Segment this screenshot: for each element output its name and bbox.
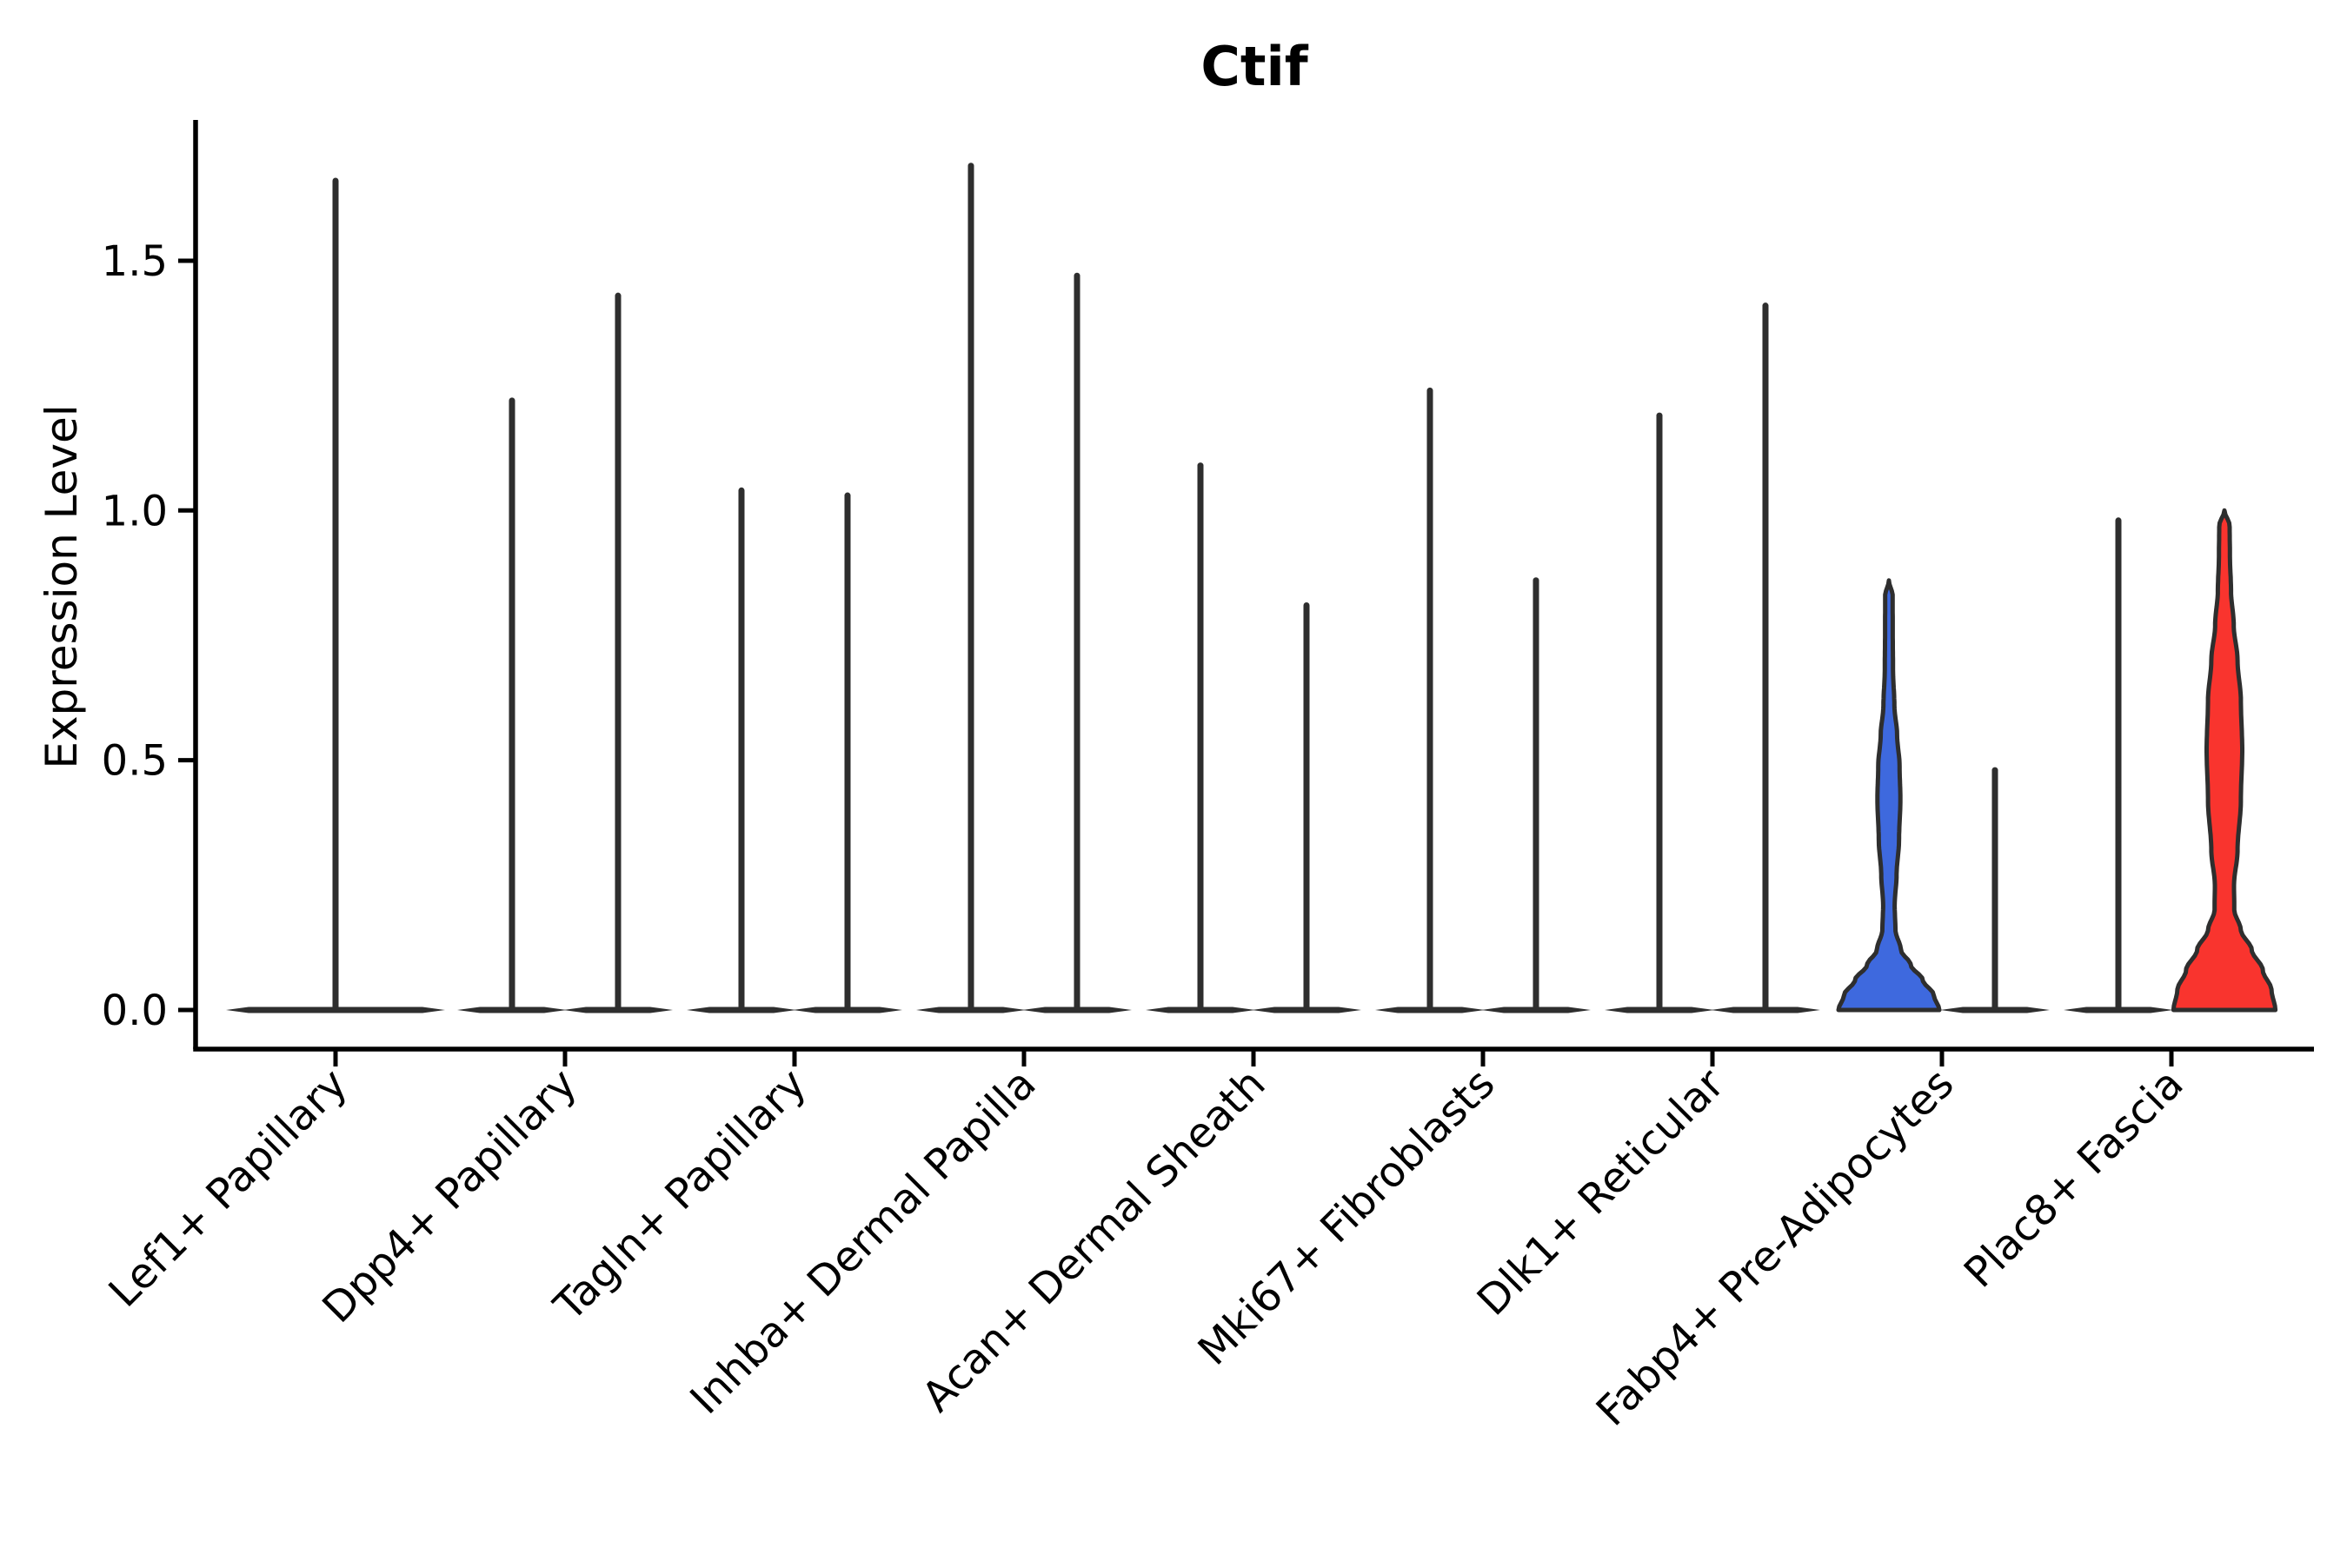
violin-mki67-fibroblasts-left [1375, 387, 1485, 1013]
violin-lef1-papillary-center [226, 177, 445, 1013]
violin-inhba-dermal-papilla-left [916, 163, 1026, 1013]
violin-acan-dermal-sheath-left [1146, 462, 1255, 1013]
y-tick-label: 0.0 [102, 987, 168, 1035]
violin-layer [226, 163, 2278, 1013]
jitter-dot [2115, 852, 2122, 859]
jitter-dot [1991, 827, 1998, 834]
violin-fabp4-pre-adipocytes-left [1836, 578, 1942, 1013]
violin-dpp4-papillary-right [563, 292, 673, 1013]
jitter-dot [2115, 837, 2122, 844]
y-tick-label: 1.5 [102, 237, 168, 286]
y-axis-title: Expression Level [37, 404, 87, 768]
axis-layer [178, 120, 2314, 1066]
density-violin-shape [2171, 508, 2278, 1013]
jitter-dot [2115, 767, 2122, 774]
violin-tagln-papillary-right [793, 492, 902, 1013]
jitter-dot [1991, 932, 1998, 939]
violin-dpp4-papillary-left [457, 397, 567, 1013]
y-tick-label: 1.0 [102, 487, 168, 535]
y-tick-label: 0.5 [102, 737, 168, 786]
violin-dlk1-reticular-right [1711, 302, 1820, 1013]
x-tick-label: Dlk1+ Reticular [1468, 1060, 1734, 1325]
violin-dlk1-reticular-left [1605, 412, 1714, 1013]
jitter-dot [2115, 632, 2122, 639]
violin-tagln-papillary-left [687, 487, 796, 1013]
x-tick-label: Lef1+ Papillary [100, 1060, 357, 1317]
violin-acan-dermal-sheath-right [1252, 601, 1361, 1013]
jitter-dot [1991, 772, 1998, 779]
jitter-dot [1991, 897, 1998, 903]
jitter-dot [2115, 781, 2122, 788]
violin-plac8-fascia-right [2171, 508, 2278, 1013]
jitter-dot [2115, 732, 2122, 739]
jitter-dot [2115, 867, 2122, 874]
x-tick-label: Dpp4+ Papillary [313, 1060, 586, 1332]
violin-plac8-fascia-left [2064, 517, 2173, 1013]
jitter-dot [2115, 881, 2122, 888]
density-violin-shape [1836, 578, 1942, 1013]
violin-fabp4-pre-adipocytes-right [1940, 767, 2050, 1013]
chart-title: Ctif [1200, 35, 1308, 98]
x-tick-label: Tagln+ Papillary [544, 1060, 815, 1331]
violin-mki67-fibroblasts-right [1481, 577, 1591, 1013]
jitter-dot [1991, 797, 1998, 804]
violin-inhba-dermal-papilla-right [1022, 272, 1132, 1013]
jitter-dot [1991, 867, 1998, 874]
jitter-dot [1991, 857, 1998, 863]
jitter-dot [2115, 717, 2122, 724]
x-tick-label: Plac8+ Fascia [1955, 1060, 2193, 1298]
jitter-dot [2115, 582, 2122, 588]
